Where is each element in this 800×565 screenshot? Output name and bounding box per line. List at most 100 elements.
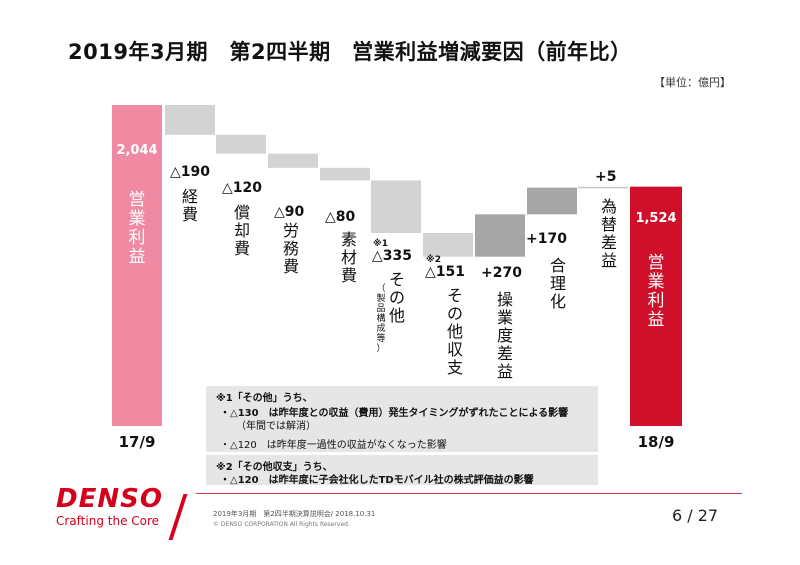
vertical-char: 費 (234, 239, 250, 258)
vertical-char: 他 (389, 306, 405, 325)
vertical-char: 営 (129, 190, 146, 210)
vertical-char: 費 (283, 257, 299, 276)
vertical-char: 差 (601, 233, 617, 252)
vertical-char: 等 (376, 332, 385, 344)
footer-copyright: © DENSO CORPORATION All Rights Reserved. (213, 521, 350, 528)
vertical-char: 合 (550, 256, 566, 275)
step-name-3: 労務費 (283, 221, 299, 276)
start-category-label: 17/9 (119, 433, 156, 451)
note1-line1: ・△130 は昨年度との収益（費用）発生タイミングがずれたことによる影響 (220, 408, 569, 419)
vertical-char: 労 (283, 221, 299, 240)
step-value-label-5: △335 (372, 248, 412, 264)
start-bar (112, 105, 162, 426)
step-bar-2 (216, 134, 266, 154)
end-bar-name: 営業利益 (648, 253, 665, 330)
vertical-char: 営 (648, 253, 665, 273)
denso-logo: DENSO (56, 484, 163, 514)
step-value-label-6: △151 (425, 264, 465, 280)
vertical-char: 却 (234, 221, 250, 240)
vertical-char: 益 (129, 247, 146, 267)
vertical-char: 業 (497, 308, 513, 327)
vertical-char: 化 (550, 292, 566, 311)
vertical-char: 為 (601, 197, 617, 216)
vertical-char: 構 (376, 312, 385, 324)
vertical-char: 務 (283, 239, 299, 258)
logo-tagline: Crafting the Core (56, 514, 160, 528)
note2-line1: ・△120 は昨年度に子会社化したTDモバイル社の株式評価益の影響 (220, 475, 534, 486)
note1-line1b: （年間では解消） (236, 421, 316, 432)
vertical-char: 益 (497, 362, 513, 381)
step-bar-5 (371, 180, 421, 233)
step-value-label-7: +270 (481, 265, 522, 281)
vertical-char: 益 (601, 251, 617, 270)
step-value-label-4: △80 (325, 209, 356, 225)
end-bar (630, 186, 682, 426)
footer-divider (196, 493, 742, 494)
note2-heading: ※2「その他収支」うち、 (216, 462, 333, 473)
vertical-char: 成 (376, 322, 385, 334)
step-value-label-9: +5 (595, 169, 616, 185)
end-category-label: 18/9 (638, 433, 675, 451)
vertical-char: 費 (182, 205, 198, 224)
vertical-char: 替 (601, 215, 617, 234)
vertical-char: （ (376, 283, 385, 294)
vertical-char: 支 (447, 358, 463, 377)
vertical-char: 経 (182, 187, 198, 206)
vertical-char: の (389, 288, 405, 307)
step-value-label-3: △90 (274, 204, 305, 220)
vertical-char: ） (376, 343, 385, 354)
step-value-label-2: △120 (222, 180, 262, 196)
step-note-mark-6: ※2 (426, 254, 441, 265)
note-box-2 (206, 455, 598, 485)
vertical-char: の (447, 304, 463, 323)
vertical-char: 理 (550, 274, 566, 293)
vertical-char: 業 (129, 209, 146, 229)
footer-event-line: 2019年3月期 第2四半期決算説明会/ 2018.10.31 (213, 510, 376, 518)
step-name-8: 合理化 (550, 256, 566, 311)
step-value-label-1: △190 (170, 164, 210, 180)
vertical-char: 費 (341, 266, 357, 285)
step-name-4: 素材費 (341, 230, 357, 285)
step-bar-7 (475, 214, 525, 257)
page-number: 6 / 27 (672, 506, 719, 525)
unit-label: 【単位：億円】 (654, 76, 731, 89)
vertical-char: 材 (341, 248, 357, 267)
start-bar-name: 営業利益 (129, 190, 146, 267)
step-bar-9 (578, 186, 628, 189)
vertical-char: そ (447, 286, 463, 305)
step-bar-3 (268, 153, 318, 168)
vertical-char: 業 (648, 272, 665, 292)
vertical-char: 度 (497, 326, 513, 345)
note1-line2: ・△120 は昨年度一過性の収益がなくなった影響 (220, 440, 447, 451)
step-value-label-8: +170 (526, 231, 567, 247)
step-name-2: 償却費 (234, 203, 250, 258)
vertical-char: 利 (648, 291, 665, 311)
page-title: 2019年3月期 第2四半期 営業利益増減要因（前年比） (68, 40, 632, 64)
step-name-6: その他収支 (447, 286, 463, 377)
vertical-char: そ (389, 270, 405, 289)
vertical-char: 操 (497, 290, 513, 309)
step-name-5: その他 (389, 270, 405, 325)
vertical-char: 素 (341, 230, 357, 249)
vertical-char: 製 (376, 292, 385, 304)
step-bar-1 (165, 105, 215, 135)
vertical-char: 利 (129, 228, 146, 248)
step-bar-6 (423, 232, 473, 257)
step-note-mark-5: ※1 (373, 238, 388, 249)
start-value-label: 2,044 (116, 143, 157, 158)
vertical-char: 差 (497, 344, 513, 363)
vertical-char: 収 (447, 340, 463, 359)
vertical-char: 他 (447, 322, 463, 341)
vertical-char: 品 (376, 303, 385, 314)
vertical-char: 益 (648, 310, 665, 330)
step-bar-8 (527, 187, 577, 215)
note-box-1 (206, 386, 598, 452)
step-name-1: 経費 (182, 187, 198, 224)
note1-heading: ※1「その他」うち、 (216, 393, 313, 404)
end-value-label: 1,524 (635, 211, 676, 226)
vertical-char: 償 (234, 203, 250, 222)
